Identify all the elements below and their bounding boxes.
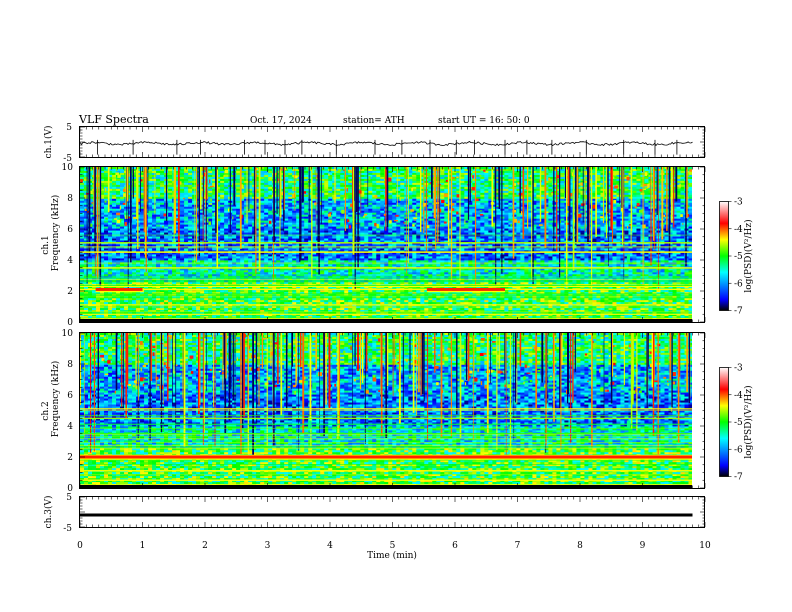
ch1-waveform-ylabel: ch.1(V) [43, 126, 54, 159]
spectrogram-burst [308, 254, 312, 263]
ch2-spectrogram-ylabel: Frequency (kHz) [50, 361, 61, 438]
ch2-colorbar-label: log(PSD)(V²/Hz) [743, 385, 754, 458]
x-tick-label: 1 [140, 541, 146, 551]
spectrogram-ytick-label: 10 [62, 329, 74, 339]
spectrogram-ytick-label: 0 [67, 484, 73, 494]
x-tick-label: 4 [327, 541, 333, 551]
ch2-spectrogram-ylabel-channel: ch.2 [41, 401, 51, 420]
x-tick-label: 6 [452, 541, 458, 551]
colorbar-tick-label: -5 [734, 252, 743, 262]
x-tick-label: 10 [699, 541, 711, 551]
colorbar-tick-label: -7 [734, 473, 743, 483]
spectrogram-ytick-label: 0 [67, 318, 73, 328]
colorbar-ticks: -3 -4 -5 -6 -7 -3 -4 -5 -6 -7 [728, 198, 743, 483]
x-tick-label: 9 [640, 541, 646, 551]
colorbar-tick-label: -4 [734, 391, 743, 401]
spectrogram-ytick-label: 2 [67, 453, 73, 463]
axis-ticks [79, 126, 706, 528]
ch3-waveform-frame [79, 496, 705, 528]
x-tick-label: 2 [202, 541, 208, 551]
spectrogram-burst [80, 455, 692, 459]
spectrogram-burst [626, 254, 630, 263]
start-ut-label: start UT = 16: 50: 0 [438, 116, 530, 126]
colorbar-tick-label: -4 [734, 225, 743, 235]
spectrogram-burst [308, 420, 312, 429]
colorbar-tick-label: -7 [734, 307, 743, 317]
colorbar-tick-label: -3 [734, 364, 743, 374]
x-axis-label: Time (min) [367, 550, 417, 561]
ch2-colorbar [719, 367, 729, 477]
spectrogram-burst [426, 287, 505, 291]
ch1-colorbar [719, 201, 729, 311]
spectrogram-ytick-label: 6 [67, 391, 73, 401]
spectrogram-ytick-label: 4 [67, 422, 73, 432]
spectrogram-ytick-label: 4 [67, 256, 73, 266]
ch1-waveform-spikes [97, 139, 678, 155]
spectrogram-ytick-label: 6 [67, 225, 73, 235]
colorbar-tick-label: -5 [734, 418, 743, 428]
ch3-ytick-bottom: -5 [63, 524, 72, 534]
spectrogram-ytick-label: 8 [67, 194, 73, 204]
colorbar-tick-label: -3 [734, 198, 743, 208]
x-tick-label: 5 [390, 541, 396, 551]
ch1-ytick-bottom: -5 [63, 154, 72, 164]
x-tick-labels: 0 1 2 3 4 5 6 7 8 9 10 [77, 541, 711, 551]
spectrogram-burst [95, 287, 143, 291]
ch2-spectrogram-ytick-labels: 0 2 4 6 8 10 [62, 329, 74, 494]
colorbar-tick-label: -6 [734, 279, 743, 289]
spectrogram-ytick-label: 10 [62, 163, 74, 173]
ch3-ytick-top: 5 [66, 493, 72, 503]
x-tick-label: 0 [77, 541, 83, 551]
x-tick-label: 8 [577, 541, 583, 551]
ch1-waveform-line [79, 141, 693, 147]
ch1-waveform-frame [79, 126, 705, 158]
ch1-spectrogram-ytick-labels: 0 2 4 6 8 10 [62, 163, 74, 328]
spectrogram-ytick-label: 2 [67, 287, 73, 297]
ch3-waveform-ylabel: ch.3(V) [43, 496, 54, 529]
station-label: station= ATH [343, 116, 405, 126]
spectrogram-ytick-label: 8 [67, 360, 73, 370]
spectrogram-burst [626, 420, 630, 429]
colorbar-tick-label: -6 [734, 445, 743, 455]
ch2-spectrogram-heatmap [80, 333, 692, 488]
x-tick-label: 3 [265, 541, 271, 551]
x-tick-label: 7 [515, 541, 521, 551]
ch1-ytick-top: 5 [66, 123, 72, 133]
figure-title: VLF Spectra [78, 113, 149, 126]
ch1-spectrogram-heatmap [80, 167, 692, 322]
date-label: Oct. 17, 2024 [250, 116, 312, 126]
ch1-spectrogram-ylabel-channel: ch.1 [41, 235, 51, 254]
ch1-spectrogram-ylabel: Frequency (kHz) [50, 195, 61, 272]
ch1-colorbar-label: log(PSD)(V²/Hz) [743, 219, 754, 292]
